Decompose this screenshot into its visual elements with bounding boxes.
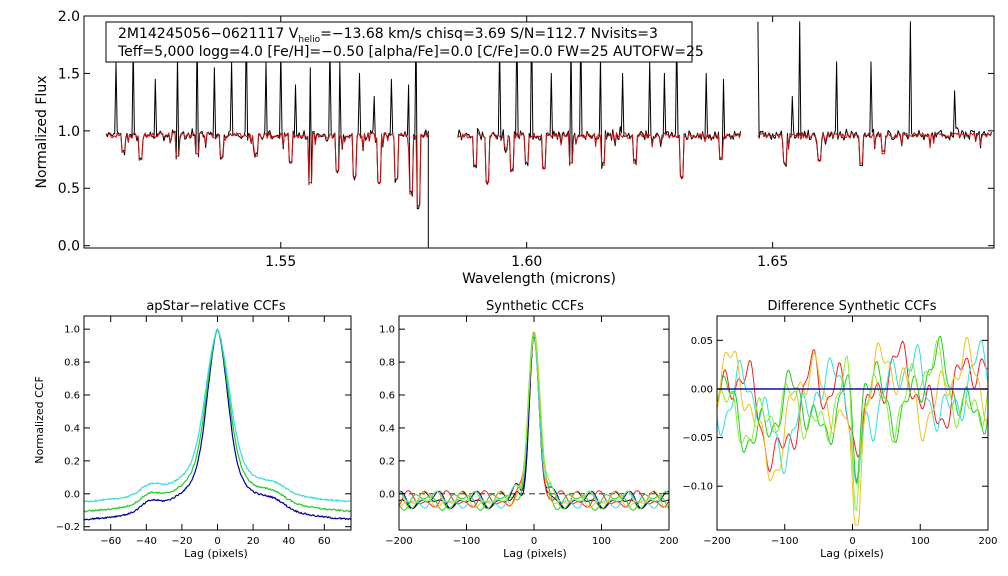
- spectrum-ytick-label: 0.5: [58, 181, 80, 197]
- ccf-difference-xlabel: Lag (pixels): [820, 547, 884, 560]
- ccf-apstar-xtick-label: −60: [100, 536, 121, 547]
- ccf-synthetic-line-s2: [398, 336, 670, 509]
- ccf-difference-xtick-label: 0: [849, 536, 855, 547]
- ccf-difference-ytick-label: 0.05: [691, 336, 713, 347]
- ccf-difference-series: [716, 336, 989, 526]
- ccf-apstar-xtick-label: 20: [247, 536, 260, 547]
- ccf-apstar-series: [83, 328, 352, 521]
- ccf-synthetic-ytick-label: 0.0: [379, 489, 395, 500]
- spectrum-ytick-label: 1.0: [58, 124, 80, 140]
- ccf-synthetic-series: [398, 331, 670, 511]
- ccf-synthetic-xtick-label: 200: [659, 536, 678, 547]
- spectrum-title-rest: =−13.68 km/s chisq=3.69 S/N=112.7 Nvisit…: [320, 26, 658, 42]
- ccf-synthetic-line-s1: [398, 331, 669, 510]
- ccf-apstar-ylabel: Normalized CCF: [33, 376, 46, 464]
- spectrum-series: [105, 21, 992, 248]
- spectrum-xtick-label: 1.55: [265, 254, 296, 270]
- spectrum-ytick-label: 1.5: [58, 66, 80, 82]
- ccf-difference-ytick-label: −0.10: [682, 482, 713, 493]
- ccf-apstar-ytick-label: −0.2: [56, 522, 80, 533]
- ccf-apstar-title: apStar−relative CCFs: [146, 299, 286, 314]
- ccf-difference-ytick-label: 0.00: [691, 384, 713, 395]
- ccf-apstar-ytick-label: 1.0: [64, 325, 80, 336]
- spectrum-model-line: [106, 132, 429, 206]
- ccf-difference-panel: Difference Synthetic CCFs −200 −100 0 100 20…: [682, 299, 997, 560]
- spectrum-panel: 1.55 1.60 1.65 0.0 0.5 1.0 1.5 2.0 2M14245056−0…: [34, 9, 995, 287]
- ccf-apstar-panel: apStar−relative CCFs −60 −40 −20 0 20 40 60 −0.…: [33, 299, 352, 560]
- ccf-apstar-line-visit-2: [83, 328, 352, 513]
- ccf-apstar-ytick-label: 0.6: [64, 391, 80, 402]
- ccf-difference-line-d4: [716, 336, 989, 526]
- ccf-difference-xtick-label: −100: [771, 536, 798, 547]
- ccf-difference-axes: −200 −100 0 100 200 −0.10 −0.05 0.00 0.05: [682, 316, 998, 547]
- ccf-difference-line-d5: [716, 339, 989, 511]
- ccf-difference-xtick-label: −200: [703, 536, 730, 547]
- ccf-synthetic-panel: Synthetic CCFs −200 −100 0 100 200 0.0 0.2 0.4 0…: [379, 299, 678, 560]
- ccf-synthetic-title: Synthetic CCFs: [486, 299, 584, 314]
- ccf-synthetic-ytick-label: 0.2: [379, 456, 395, 467]
- ccf-synthetic-xtick-label: −100: [453, 536, 480, 547]
- ccf-synthetic-ytick-label: 0.6: [379, 391, 395, 402]
- spectrum-title-star: 2M14245056−0621117 V: [118, 26, 299, 42]
- spectrum-ytick-label: 2.0: [58, 9, 80, 25]
- ccf-synthetic-line-s7: [398, 334, 670, 510]
- spectrum-model-line: [757, 132, 992, 164]
- spectrum-title-line1: 2M14245056−0621117 Vhelio=−13.68 km/s ch…: [118, 26, 658, 45]
- ccf-synthetic-ytick-label: 0.8: [379, 358, 395, 369]
- spectrum-title-line2: Teff=5,000 logg=4.0 [Fe/H]=−0.50 [alpha/…: [117, 44, 704, 60]
- ccf-apstar-ytick-label: 0.0: [64, 489, 80, 500]
- ccf-apstar-line-visit-3: [83, 329, 352, 503]
- spectrum-frame: [83, 15, 995, 249]
- ccf-apstar-ytick-label: 0.8: [64, 358, 80, 369]
- spectrum-axes: 1.55 1.60 1.65 0.0 0.5 1.0 1.5 2.0: [58, 9, 994, 270]
- spectrum-title-sub: helio: [298, 35, 320, 45]
- ccf-apstar-xtick-label: 40: [282, 536, 295, 547]
- spectrum-ylabel: Normalized Flux: [34, 76, 50, 189]
- ccf-apstar-xtick-label: 0: [214, 536, 220, 547]
- spectrum-ytick-label: 0.0: [58, 239, 80, 255]
- ccf-synthetic-ytick-label: 0.4: [379, 423, 395, 434]
- ccf-synthetic-line-s5: [398, 331, 670, 511]
- ccf-synthetic-axes: −200 −100 0 100 200 0.0 0.2 0.4 0.6 0.8 1.0: [379, 316, 679, 547]
- ccf-synthetic-line-s3: [398, 338, 670, 508]
- spectrum-xtick-label: 1.65: [757, 254, 788, 270]
- spectrum-model-line: [457, 132, 742, 183]
- ccf-apstar-xtick-label: −20: [171, 536, 192, 547]
- ccf-synthetic-xtick-label: −200: [385, 536, 412, 547]
- ccf-synthetic-line-s4: [398, 338, 670, 509]
- ccf-synthetic-frame: [398, 315, 670, 531]
- ccf-synthetic-xtick-label: 0: [531, 536, 537, 547]
- spectrum-xlabel: Wavelength (microns): [462, 271, 616, 287]
- ccf-difference-ytick-label: −0.05: [682, 433, 713, 444]
- ccf-difference-xtick-label: 200: [978, 536, 997, 547]
- ccf-apstar-xtick-label: −40: [136, 536, 157, 547]
- ccf-apstar-ytick-label: 0.2: [64, 456, 80, 467]
- ccf-difference-xtick-label: 100: [911, 536, 930, 547]
- ccf-synthetic-ytick-label: 1.0: [379, 325, 395, 336]
- spectrum-info-box: [105, 21, 693, 63]
- ccf-apstar-line-visit-1: [83, 328, 352, 521]
- ccf-difference-title: Difference Synthetic CCFs: [767, 299, 936, 314]
- ccf-synthetic-xlabel: Lag (pixels): [503, 547, 567, 560]
- ccf-apstar-xtick-label: 60: [318, 536, 331, 547]
- ccf-apstar-xlabel: Lag (pixels): [184, 547, 248, 560]
- ccf-apstar-ytick-label: 0.4: [64, 423, 80, 434]
- ccf-apstar-axes: −60 −40 −20 0 20 40 60 −0.2 0.0 0.2 0.4 0.6 0.8 1.0: [56, 316, 351, 547]
- spectrum-xtick-label: 1.60: [511, 254, 542, 270]
- ccf-synthetic-xtick-label: 100: [592, 536, 611, 547]
- ccf-synthetic-line-s6: [398, 332, 670, 508]
